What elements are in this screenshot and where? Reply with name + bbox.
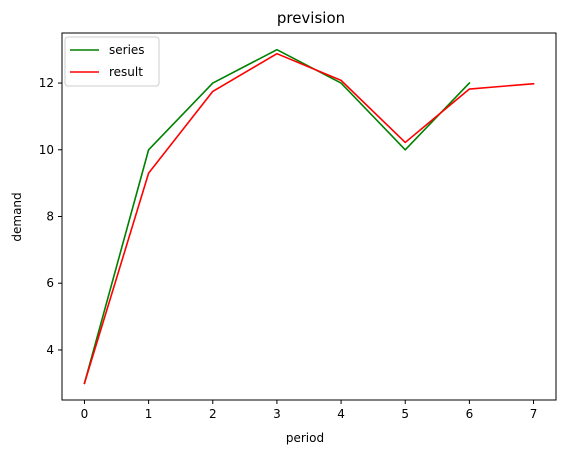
y-tick-label: 10	[39, 143, 54, 157]
x-tick-label: 6	[466, 407, 474, 421]
legend: series result	[65, 37, 159, 86]
x-tick-label: 7	[530, 407, 538, 421]
y-tick-label: 8	[46, 210, 54, 224]
legend-label-series: series	[109, 43, 145, 57]
y-tick-label: 6	[46, 276, 54, 290]
legend-label-result: result	[109, 65, 143, 79]
y-tick-label: 4	[46, 343, 54, 357]
x-tick-label: 3	[273, 407, 281, 421]
x-tick-label: 1	[145, 407, 153, 421]
x-axis-label: period	[286, 431, 324, 445]
chart-title: prevision	[277, 9, 345, 27]
y-axis-label: demand	[10, 192, 24, 241]
x-tick-label: 2	[209, 407, 217, 421]
x-tick-label: 0	[81, 407, 89, 421]
x-tick-label: 5	[401, 407, 409, 421]
y-tick-label: 12	[39, 76, 54, 90]
x-tick-label: 4	[337, 407, 345, 421]
